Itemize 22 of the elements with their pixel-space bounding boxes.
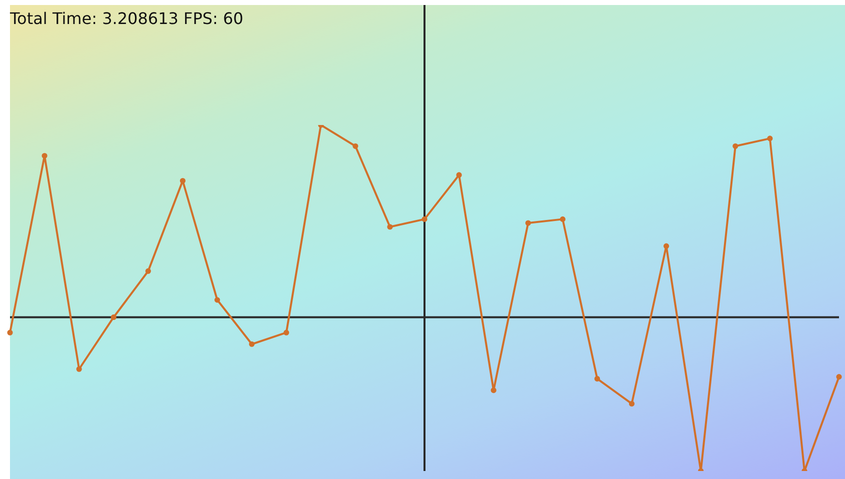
point xyxy=(628,400,635,407)
point xyxy=(422,216,428,222)
point xyxy=(456,172,462,178)
point xyxy=(594,376,600,382)
point xyxy=(560,216,566,222)
point xyxy=(214,297,220,303)
point xyxy=(284,330,290,336)
point xyxy=(490,387,496,394)
point xyxy=(525,220,531,226)
point xyxy=(663,243,670,249)
point xyxy=(248,341,255,347)
point xyxy=(352,143,358,149)
point xyxy=(42,152,48,159)
point xyxy=(7,330,13,336)
point xyxy=(732,143,738,149)
point xyxy=(387,224,393,230)
point xyxy=(767,136,773,142)
point xyxy=(76,366,82,372)
point xyxy=(145,268,151,274)
point xyxy=(836,374,842,380)
chart-title: Total Time: 3.208613 FPS: 60 xyxy=(10,9,244,28)
point xyxy=(110,314,116,320)
